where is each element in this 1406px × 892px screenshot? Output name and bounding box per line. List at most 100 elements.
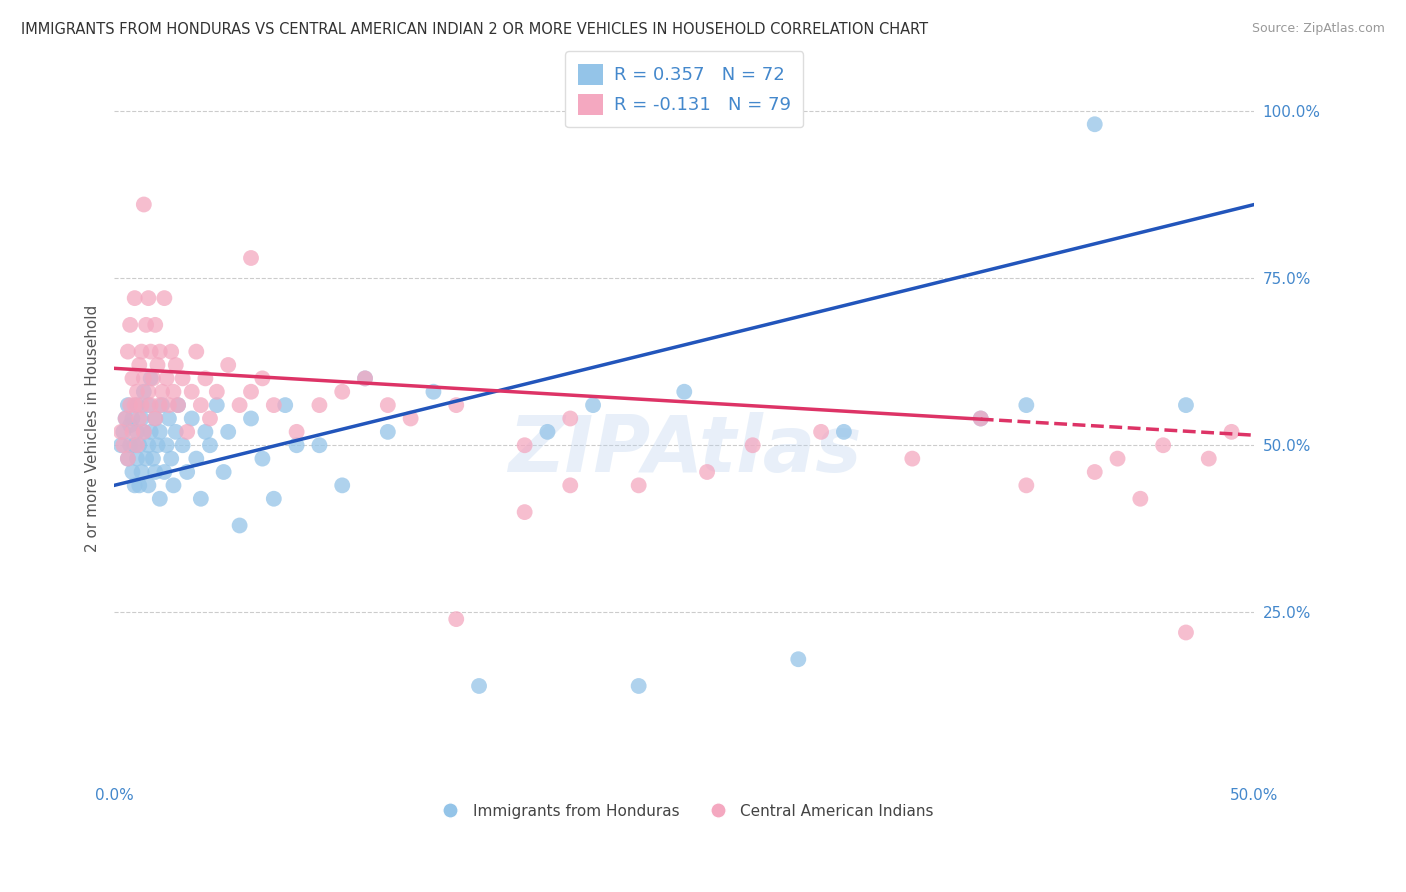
Point [167,398,190,412]
Point [146,358,169,372]
Point [422,384,444,399]
Point [1084,465,1107,479]
Point [399,411,422,425]
Point [121,371,143,385]
Point [114,411,136,425]
Legend: Immigrants from Honduras, Central American Indians: Immigrants from Honduras, Central Americ… [429,797,941,824]
Point [263,398,285,412]
Point [377,425,399,439]
Point [135,318,157,332]
Point [354,371,377,385]
Point [330,384,353,399]
Point [1198,451,1220,466]
Point [110,425,132,439]
Point [1015,398,1038,412]
Point [741,438,763,452]
Point [228,398,250,412]
Point [138,291,160,305]
Point [194,371,217,385]
Point [120,438,142,452]
Point [117,451,139,466]
Point [240,384,263,399]
Point [165,425,187,439]
Text: Source: ZipAtlas.com: Source: ZipAtlas.com [1251,22,1385,36]
Point [190,398,212,412]
Point [128,358,150,372]
Point [124,438,146,452]
Point [124,478,146,492]
Point [153,291,176,305]
Point [131,411,153,425]
Point [560,478,582,492]
Point [186,344,208,359]
Point [180,411,202,425]
Text: IMMIGRANTS FROM HONDURAS VS CENTRAL AMERICAN INDIAN 2 OR MORE VEHICLES IN HOUSEH: IMMIGRANTS FROM HONDURAS VS CENTRAL AMER… [21,22,928,37]
Point [132,197,155,211]
Point [120,318,142,332]
Text: ZIPAtlas: ZIPAtlas [508,411,860,488]
Point [217,358,239,372]
Point [970,411,993,425]
Point [176,425,198,439]
Point [138,438,160,452]
Point [149,344,172,359]
Point [205,384,228,399]
Point [143,318,166,332]
Point [128,478,150,492]
Point [125,384,148,399]
Point [146,438,169,452]
Point [627,478,650,492]
Point [139,371,162,385]
Point [157,411,180,425]
Point [150,398,173,412]
Point [157,398,180,412]
Point [180,384,202,399]
Point [149,425,172,439]
Point [125,438,148,452]
Point [1084,117,1107,131]
Point [513,505,536,519]
Point [160,344,183,359]
Point [149,491,172,506]
Point [110,438,132,452]
Point [112,438,135,452]
Point [1015,478,1038,492]
Point [124,291,146,305]
Point [194,425,217,439]
Point [901,451,924,466]
Point [143,465,166,479]
Point [263,491,285,506]
Point [513,438,536,452]
Point [1129,491,1152,506]
Point [252,451,274,466]
Point [560,411,582,425]
Point [285,425,308,439]
Point [156,371,179,385]
Point [536,425,558,439]
Point [198,411,221,425]
Point [186,451,208,466]
Point [131,465,153,479]
Point [274,398,297,412]
Point [228,518,250,533]
Point [308,438,330,452]
Point [176,465,198,479]
Point [252,371,274,385]
Point [444,612,467,626]
Point [138,478,160,492]
Point [117,451,139,466]
Point [143,411,166,425]
Point [172,438,194,452]
Point [162,478,184,492]
Point [330,478,353,492]
Point [190,491,212,506]
Point [832,425,855,439]
Point [128,438,150,452]
Point [160,451,183,466]
Point [1220,425,1243,439]
Point [673,384,696,399]
Point [198,438,221,452]
Y-axis label: 2 or more Vehicles in Household: 2 or more Vehicles in Household [86,305,100,552]
Point [121,425,143,439]
Point [377,398,399,412]
